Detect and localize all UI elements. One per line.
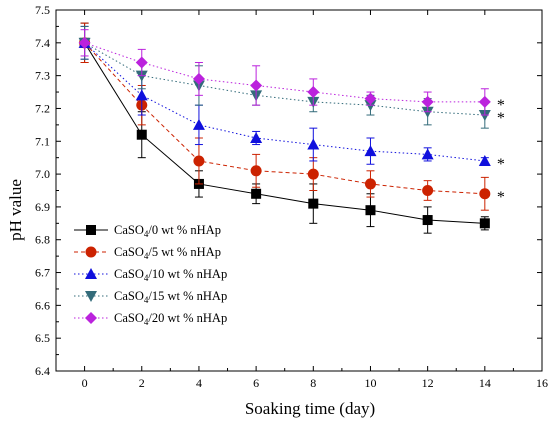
- data-point: [250, 165, 262, 177]
- data-point: [250, 79, 263, 92]
- data-point: [478, 154, 491, 166]
- significance-marker: *: [497, 110, 505, 127]
- series-line: [84, 42, 485, 195]
- data-point: [250, 131, 263, 143]
- data-point: [422, 185, 434, 196]
- y-tick-label: 6.9: [35, 200, 50, 214]
- data-point: [479, 188, 491, 200]
- series-1: *: [79, 22, 505, 211]
- x-tick-label: 10: [364, 376, 376, 390]
- data-point: [307, 168, 319, 180]
- data-point: [308, 198, 319, 209]
- data-point: [251, 188, 262, 199]
- legend-item: CaSO4/0 wt % nHAp: [74, 223, 221, 239]
- y-tick-label: 7.0: [35, 167, 50, 181]
- data-point: [192, 72, 205, 85]
- y-tick-label: 7.2: [35, 101, 50, 115]
- data-point: [364, 145, 377, 157]
- x-tick-label: 2: [139, 376, 145, 390]
- data-point: [364, 92, 377, 105]
- x-tick-label: 16: [536, 376, 548, 390]
- legend-label: CaSO4/0 wt % nHAp: [114, 223, 221, 239]
- series-2: *: [78, 25, 505, 173]
- legend-marker: [85, 268, 97, 279]
- y-tick-label: 7.3: [35, 69, 50, 83]
- data-point: [479, 218, 490, 229]
- x-axis-label: Soaking time (day): [245, 399, 375, 418]
- legend-label: CaSO4/10 wt % nHAp: [114, 267, 227, 283]
- data-point: [365, 205, 376, 216]
- legend-item: CaSO4/20 wt % nHAp: [74, 311, 227, 327]
- series-3: *: [78, 25, 505, 129]
- y-tick-label: 6.6: [35, 298, 50, 312]
- series-4: *: [78, 29, 505, 116]
- series-layer: ****: [78, 22, 505, 234]
- legend-label: CaSO4/20 wt % nHAp: [114, 311, 227, 327]
- data-point: [478, 95, 491, 108]
- legend-item: CaSO4/5 wt % nHAp: [74, 245, 221, 261]
- y-tick-label: 6.4: [35, 364, 50, 378]
- legend-marker: [85, 246, 97, 258]
- y-tick-label: 7.4: [35, 36, 50, 50]
- data-point: [421, 148, 434, 160]
- series-line: [84, 42, 485, 103]
- series-line: [84, 42, 485, 224]
- x-tick-label: 14: [479, 376, 491, 390]
- x-tick-label: 12: [422, 376, 434, 390]
- x-tick-label: 0: [82, 376, 88, 390]
- data-point: [421, 95, 434, 108]
- legend-label: CaSO4/5 wt % nHAp: [114, 245, 221, 261]
- y-axis-label: pH value: [6, 179, 25, 241]
- legend: CaSO4/0 wt % nHAp CaSO4/5 wt % nHAp CaSO4/…: [74, 223, 227, 327]
- series-line: [84, 42, 485, 116]
- legend-marker: [85, 312, 97, 324]
- data-point: [307, 86, 320, 99]
- legend-marker: [86, 225, 96, 235]
- data-point: [193, 155, 205, 167]
- legend-label: CaSO4/15 wt % nHAp: [114, 289, 227, 305]
- data-point: [135, 89, 148, 101]
- data-point: [135, 56, 148, 69]
- data-point: [136, 129, 147, 140]
- significance-marker: *: [497, 156, 505, 173]
- significance-marker: *: [497, 97, 505, 114]
- y-tick-label: 7.1: [35, 134, 50, 148]
- data-point: [78, 36, 91, 49]
- legend-item: CaSO4/15 wt % nHAp: [74, 289, 227, 305]
- data-point: [364, 178, 376, 190]
- significance-marker: *: [497, 189, 505, 206]
- series-line: [84, 42, 485, 162]
- y-tick-label: 6.8: [35, 233, 50, 247]
- x-tick-label: 8: [310, 376, 316, 390]
- y-tick-label: 7.5: [35, 3, 50, 17]
- data-point: [307, 138, 320, 150]
- x-tick-label: 4: [196, 376, 202, 390]
- legend-marker: [85, 291, 97, 302]
- data-point: [192, 118, 205, 130]
- y-tick-label: 6.5: [35, 331, 50, 345]
- legend-item: CaSO4/10 wt % nHAp: [74, 267, 227, 283]
- y-tick-label: 6.7: [35, 266, 50, 280]
- series-0: [79, 22, 490, 234]
- axis-ticks: 0 2 4 6 8 10 12 14 16 6.4 6.5 6.6 6.7 6.8 6.9 7.0 7.1 7.2…: [35, 3, 548, 390]
- data-point: [422, 215, 433, 226]
- x-tick-label: 6: [253, 376, 259, 390]
